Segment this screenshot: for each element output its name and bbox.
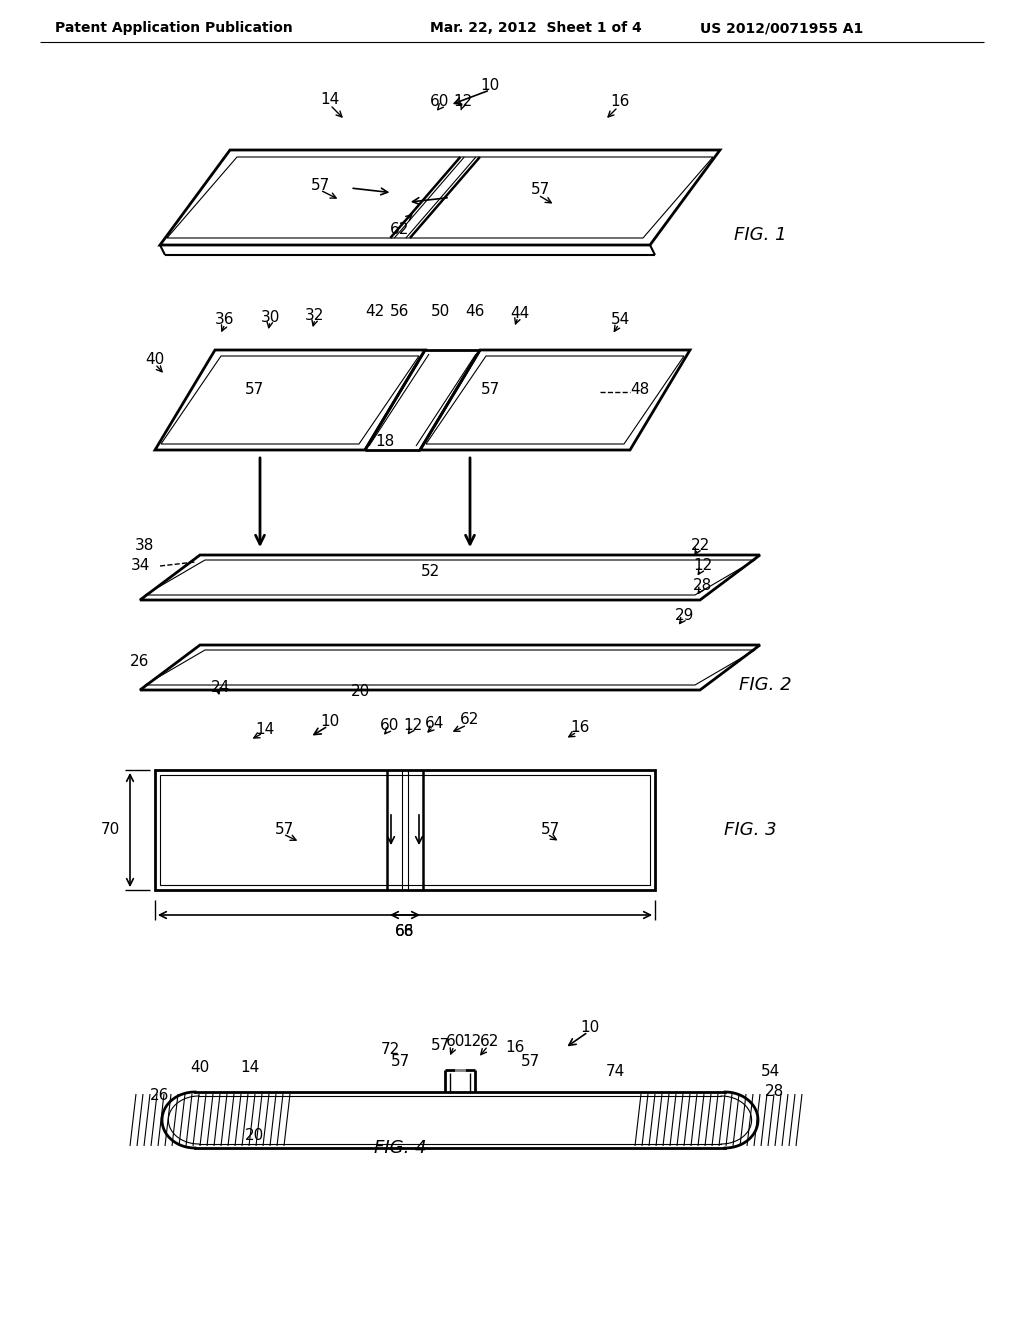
Text: 54: 54 [761,1064,779,1080]
Bar [155,770,655,890]
Text: 57: 57 [246,383,264,397]
Text: 14: 14 [255,722,274,738]
Text: FIG. 4: FIG. 4 [374,1139,426,1158]
Text: 12: 12 [403,718,423,733]
Text: 57: 57 [541,822,560,837]
Text: 72: 72 [380,1043,399,1057]
Text: FIG. 2: FIG. 2 [738,676,792,694]
Text: 28: 28 [765,1085,784,1100]
Text: FIG. 1: FIG. 1 [733,226,786,244]
Text: 16: 16 [505,1040,524,1056]
Text: 56: 56 [390,305,410,319]
Text: 14: 14 [241,1060,260,1074]
Text: 28: 28 [693,578,713,593]
Text: 38: 38 [135,537,155,553]
Text: 70: 70 [100,822,120,837]
Text: 57: 57 [310,177,330,193]
Text: 14: 14 [321,92,340,107]
Text: 20: 20 [350,685,370,700]
Text: 62: 62 [461,713,479,727]
Text: 18: 18 [376,434,394,450]
Text: 60: 60 [380,718,399,733]
Text: 36: 36 [215,313,234,327]
Text: 50: 50 [430,305,450,319]
Text: 30: 30 [260,309,280,325]
Text: 29: 29 [675,607,694,623]
Text: 22: 22 [690,537,710,553]
Text: 40: 40 [190,1060,210,1074]
Text: 57: 57 [275,822,295,837]
Text: 12: 12 [454,95,473,110]
Text: Mar. 22, 2012  Sheet 1 of 4: Mar. 22, 2012 Sheet 1 of 4 [430,21,642,36]
Text: 74: 74 [605,1064,625,1080]
Bar [160,775,650,884]
Text: 26: 26 [151,1088,170,1102]
Text: 48: 48 [631,383,649,397]
Text: 16: 16 [610,95,630,110]
Text: 62: 62 [480,1035,500,1049]
Text: 57: 57 [480,383,500,397]
Text: FIG. 3: FIG. 3 [724,821,776,840]
Text: 57: 57 [520,1055,540,1069]
Text: 10: 10 [581,1020,600,1035]
Text: 34: 34 [130,557,150,573]
Text: 54: 54 [610,313,630,327]
Text: 44: 44 [510,305,529,321]
Text: 24: 24 [210,680,229,694]
Text: 64: 64 [425,715,444,730]
Text: 32: 32 [305,308,325,322]
Text: US 2012/0071955 A1: US 2012/0071955 A1 [700,21,863,36]
Text: 12: 12 [463,1035,481,1049]
Text: 10: 10 [321,714,340,730]
Text: 62: 62 [390,223,410,238]
Text: 26: 26 [130,655,150,669]
Text: 57: 57 [430,1038,450,1052]
Text: 60: 60 [430,95,450,110]
Text: 42: 42 [366,305,385,319]
Text: 40: 40 [145,352,165,367]
Text: 57: 57 [390,1055,410,1069]
Text: 68: 68 [395,924,415,940]
Text: 46: 46 [465,305,484,319]
Text: 20: 20 [246,1127,264,1143]
Text: 57: 57 [530,182,550,198]
Text: 52: 52 [421,565,439,579]
Text: 12: 12 [693,558,713,573]
Text: 66: 66 [395,924,415,940]
Text: 16: 16 [570,721,590,735]
Text: Patent Application Publication: Patent Application Publication [55,21,293,36]
Text: 10: 10 [480,78,500,92]
Text: 60: 60 [446,1035,466,1049]
